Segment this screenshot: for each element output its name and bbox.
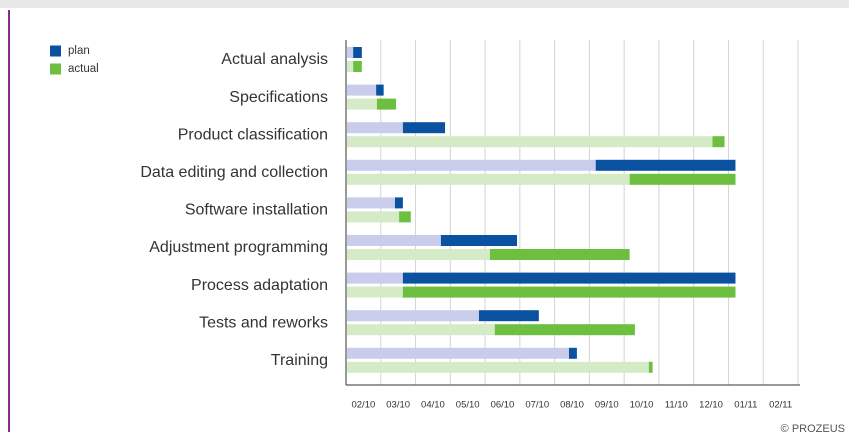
legend-label: actual	[68, 63, 99, 75]
lead-bar	[347, 136, 713, 148]
bar	[402, 286, 736, 298]
lead-bar	[347, 84, 377, 96]
lead-bar	[347, 310, 479, 322]
bar	[353, 61, 362, 72]
bar	[353, 47, 362, 58]
bar	[478, 310, 539, 322]
bar	[402, 272, 736, 284]
x-tick-label: 07/10	[525, 400, 549, 411]
task-label: Adjustment programming	[149, 239, 328, 256]
bar	[376, 98, 397, 110]
lead-bar	[347, 159, 596, 171]
bar	[629, 173, 736, 185]
bar	[568, 347, 577, 359]
lead-bar	[347, 211, 400, 223]
task-label: Process adaptation	[191, 277, 328, 294]
bar	[402, 122, 446, 134]
bar	[394, 197, 403, 209]
x-tick-label: 09/10	[595, 400, 619, 411]
lead-bar	[347, 122, 403, 134]
bar	[648, 361, 653, 373]
bar	[712, 136, 725, 148]
lead-bar	[347, 272, 403, 284]
x-tick-label: 03/10	[386, 400, 410, 411]
x-tick-label: 02/10	[351, 400, 375, 411]
bar	[399, 211, 411, 223]
footer: © PROZEUS	[781, 423, 845, 435]
bar	[440, 235, 518, 246]
x-tick-label: 11/10	[665, 400, 688, 411]
task-label: Actual analysis	[221, 51, 328, 68]
task-label: Data editing and collection	[140, 164, 328, 181]
lead-bar	[347, 61, 354, 72]
lead-bar	[347, 347, 569, 359]
lead-bar	[347, 286, 403, 298]
x-tick-label: 08/10	[560, 400, 584, 411]
x-tick-label: 12/10	[699, 400, 723, 411]
x-tick-label: 02/11	[769, 400, 792, 411]
task-label: Product classification	[178, 126, 328, 143]
task-label: Training	[271, 352, 328, 369]
top-strip	[0, 0, 849, 8]
x-tick-label: 01/11	[734, 400, 757, 411]
x-tick-label: 05/10	[456, 400, 480, 411]
bar	[494, 324, 635, 336]
task-label: Specifications	[229, 89, 328, 106]
lead-bar	[347, 235, 441, 246]
x-tick-label: 10/10	[630, 400, 654, 411]
x-tick-label: 04/10	[421, 400, 445, 411]
task-label: Software installation	[185, 202, 328, 219]
x-tick-label: 06/10	[491, 400, 515, 411]
legend-label: plan	[68, 45, 90, 57]
legend-swatch	[50, 45, 61, 57]
task-label: Tests and reworks	[199, 314, 328, 331]
lead-bar	[347, 361, 649, 373]
lead-bar	[347, 173, 630, 185]
bar	[595, 159, 736, 171]
lead-bar	[347, 197, 395, 209]
lead-bar	[347, 249, 490, 260]
bar	[489, 249, 630, 260]
lead-bar	[347, 98, 377, 110]
lead-bar	[347, 324, 495, 336]
bar	[376, 84, 384, 96]
legend-swatch	[50, 63, 61, 75]
lead-bar	[347, 47, 354, 58]
